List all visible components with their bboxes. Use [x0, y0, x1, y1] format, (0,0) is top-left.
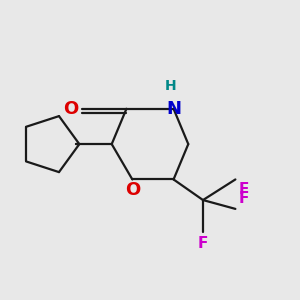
Text: F: F	[238, 182, 249, 197]
Text: N: N	[166, 100, 181, 118]
Text: H: H	[165, 79, 176, 93]
Text: F: F	[198, 236, 208, 251]
Text: F: F	[238, 191, 249, 206]
Text: O: O	[125, 181, 140, 199]
Text: O: O	[64, 100, 79, 118]
